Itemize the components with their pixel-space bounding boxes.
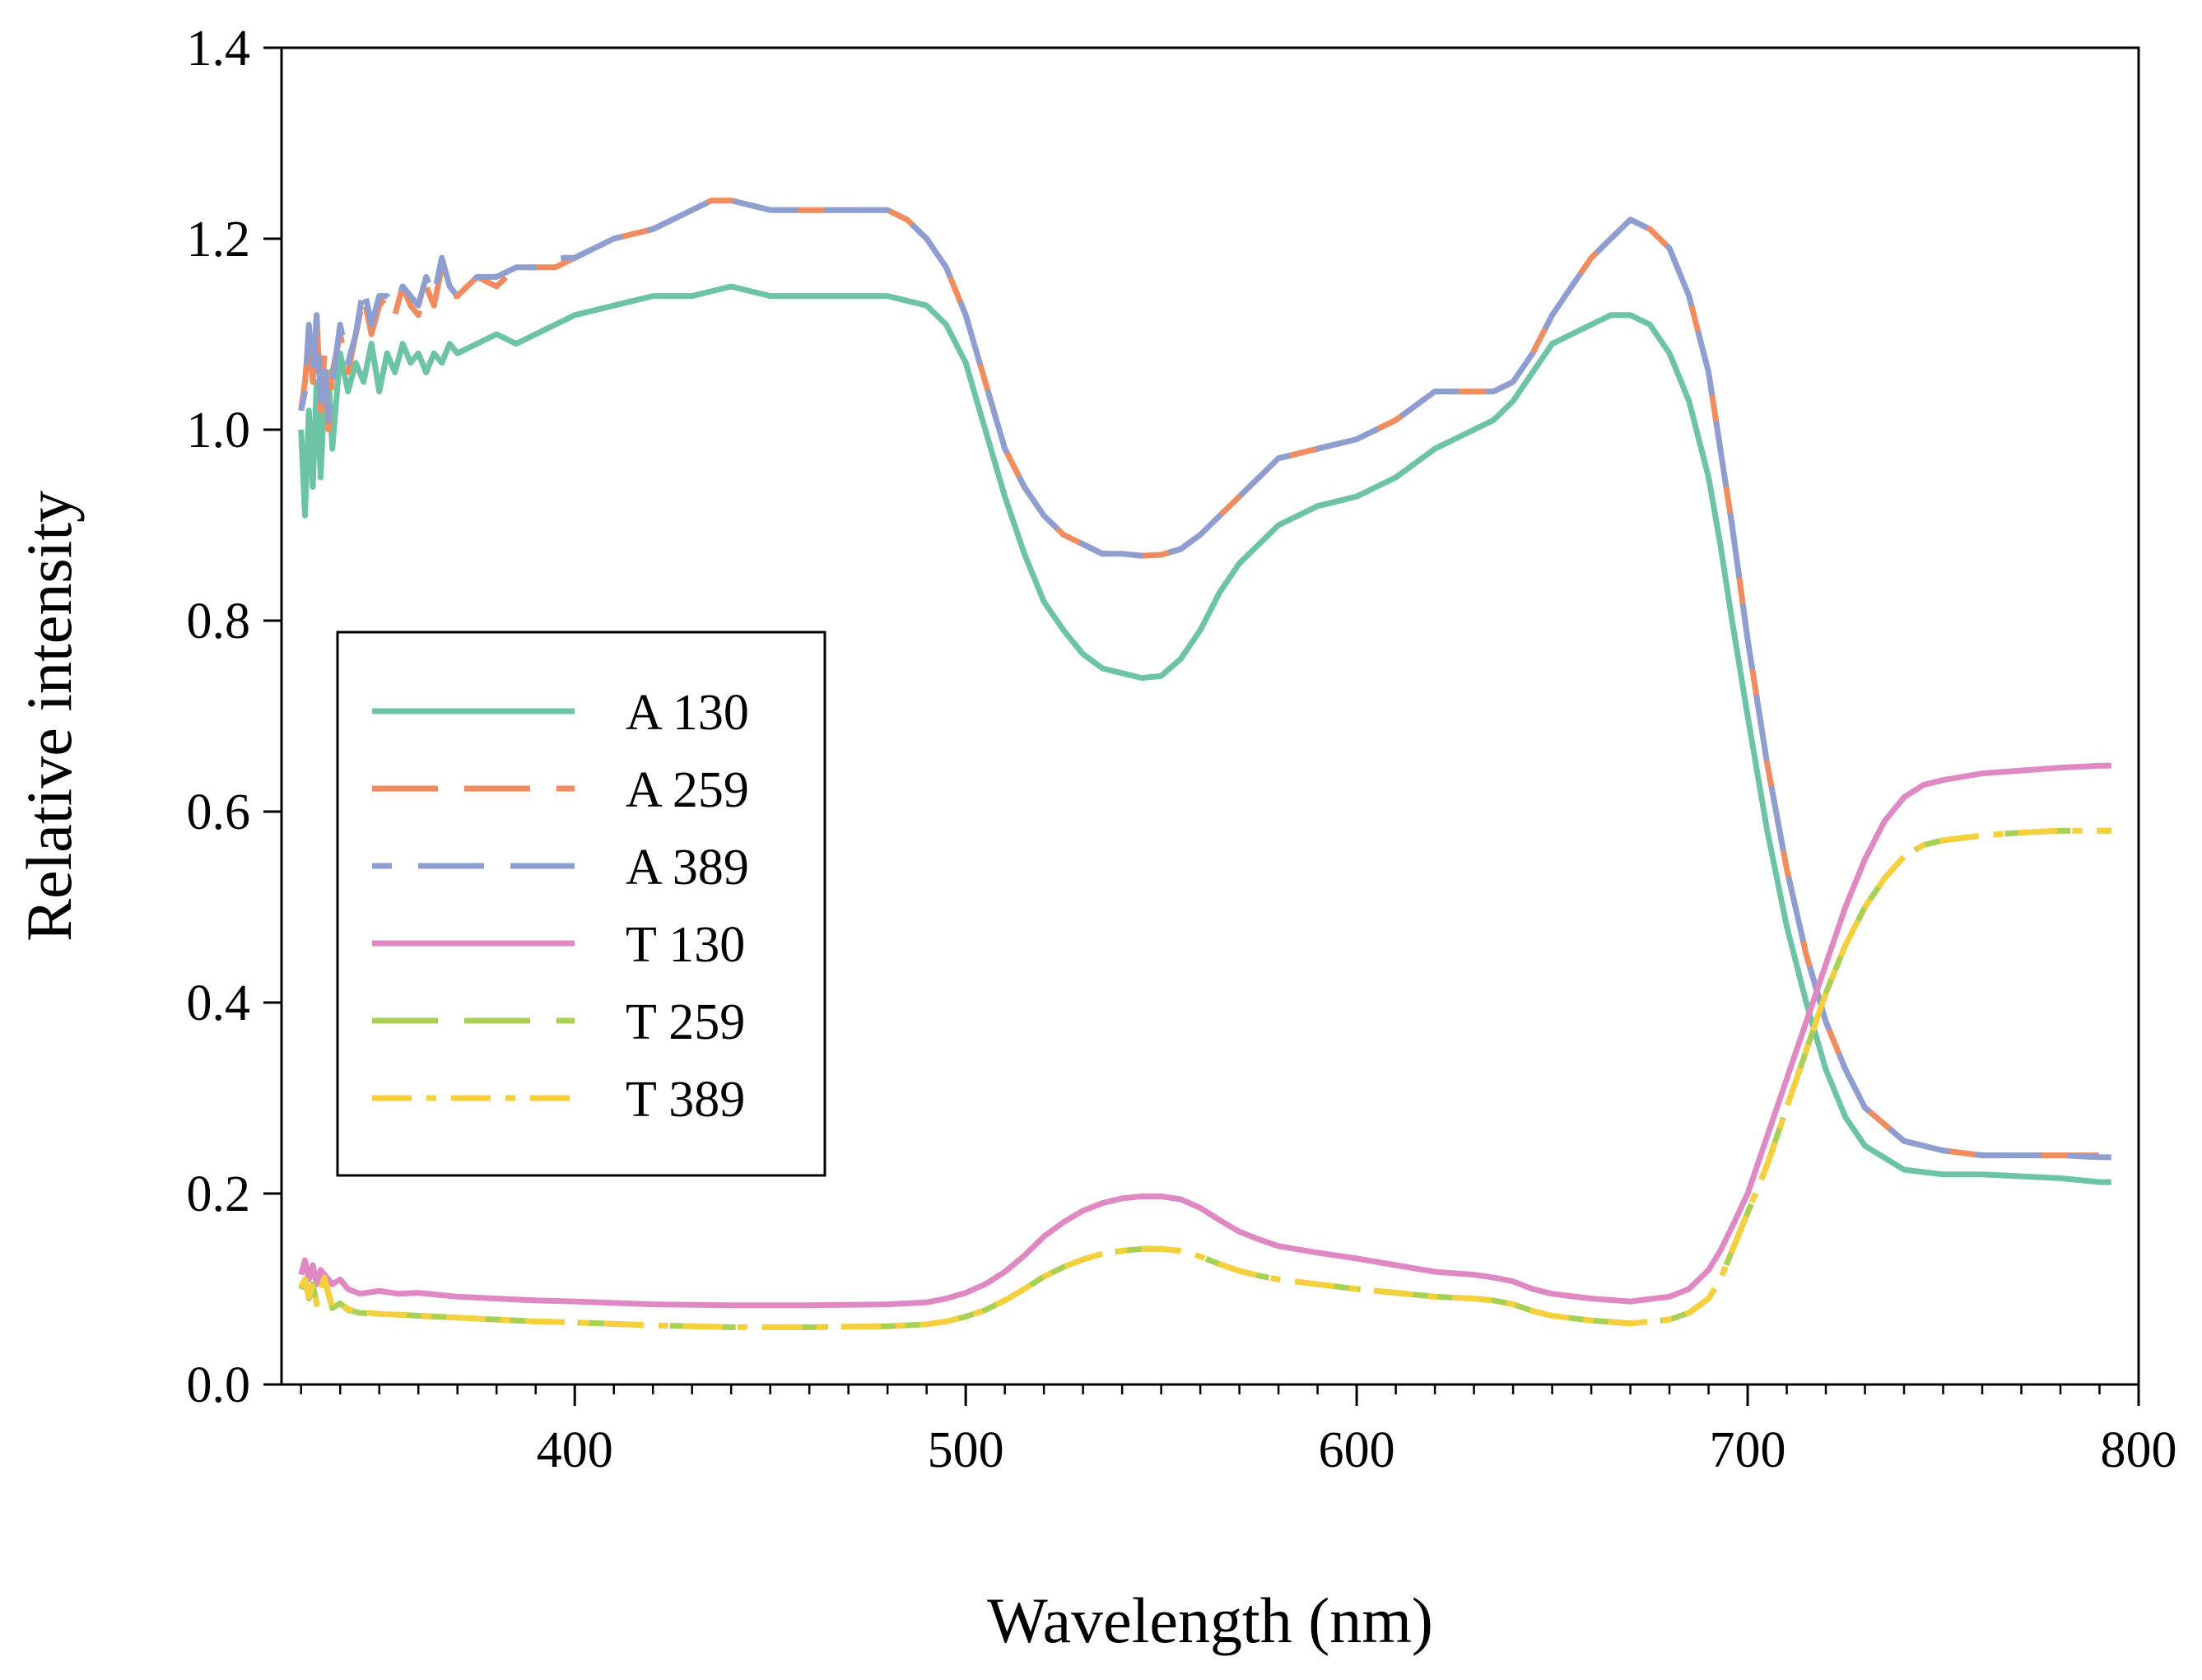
y-tick-label: 1.2 — [187, 212, 251, 268]
series-line-t-130 — [298, 762, 2111, 1309]
series-line-a-259 — [298, 198, 2111, 1159]
y-axis-title: Relative intensity — [13, 491, 85, 942]
series-line-t-389 — [298, 827, 2111, 1330]
legend-label: T 389 — [626, 1072, 745, 1128]
plot-frame — [280, 46, 2140, 1386]
x-tick-label: 800 — [2101, 1422, 2177, 1478]
legend-box — [336, 631, 826, 1177]
y-tick-label: 1.0 — [187, 403, 251, 458]
legend-label: T 130 — [626, 917, 745, 973]
x-tick-label: 500 — [928, 1422, 1004, 1478]
legend-label: T 259 — [626, 994, 745, 1050]
y-tick-label: 0.2 — [187, 1166, 251, 1222]
y-tick-label: 1.4 — [187, 21, 251, 77]
y-tick-label: 0.6 — [187, 784, 251, 840]
y-tick-label: 0.4 — [187, 975, 251, 1031]
legend: A 130 A 259 A 389 T 130 T 259 T 389 — [336, 631, 826, 1177]
x-tick-label: 700 — [1710, 1422, 1786, 1478]
series-layer — [298, 198, 2111, 1330]
x-axis-title: Wavelength (nm) — [987, 1585, 1433, 1656]
series-line-a-130 — [298, 283, 2111, 1185]
x-tick-label: 600 — [1319, 1422, 1395, 1478]
x-tick-label: 400 — [537, 1422, 613, 1478]
y-tick-label: 0.0 — [187, 1357, 251, 1413]
legend-label: A 259 — [626, 762, 749, 818]
tick-layer: 0.0 0.2 0.4 0.6 0.8 1.0 1.2 1.4 400 500 600 700 800 — [187, 21, 2177, 1478]
legend-label: A 389 — [626, 840, 749, 896]
y-tick-label: 0.8 — [187, 593, 251, 649]
legend-label: A 130 — [626, 685, 749, 741]
